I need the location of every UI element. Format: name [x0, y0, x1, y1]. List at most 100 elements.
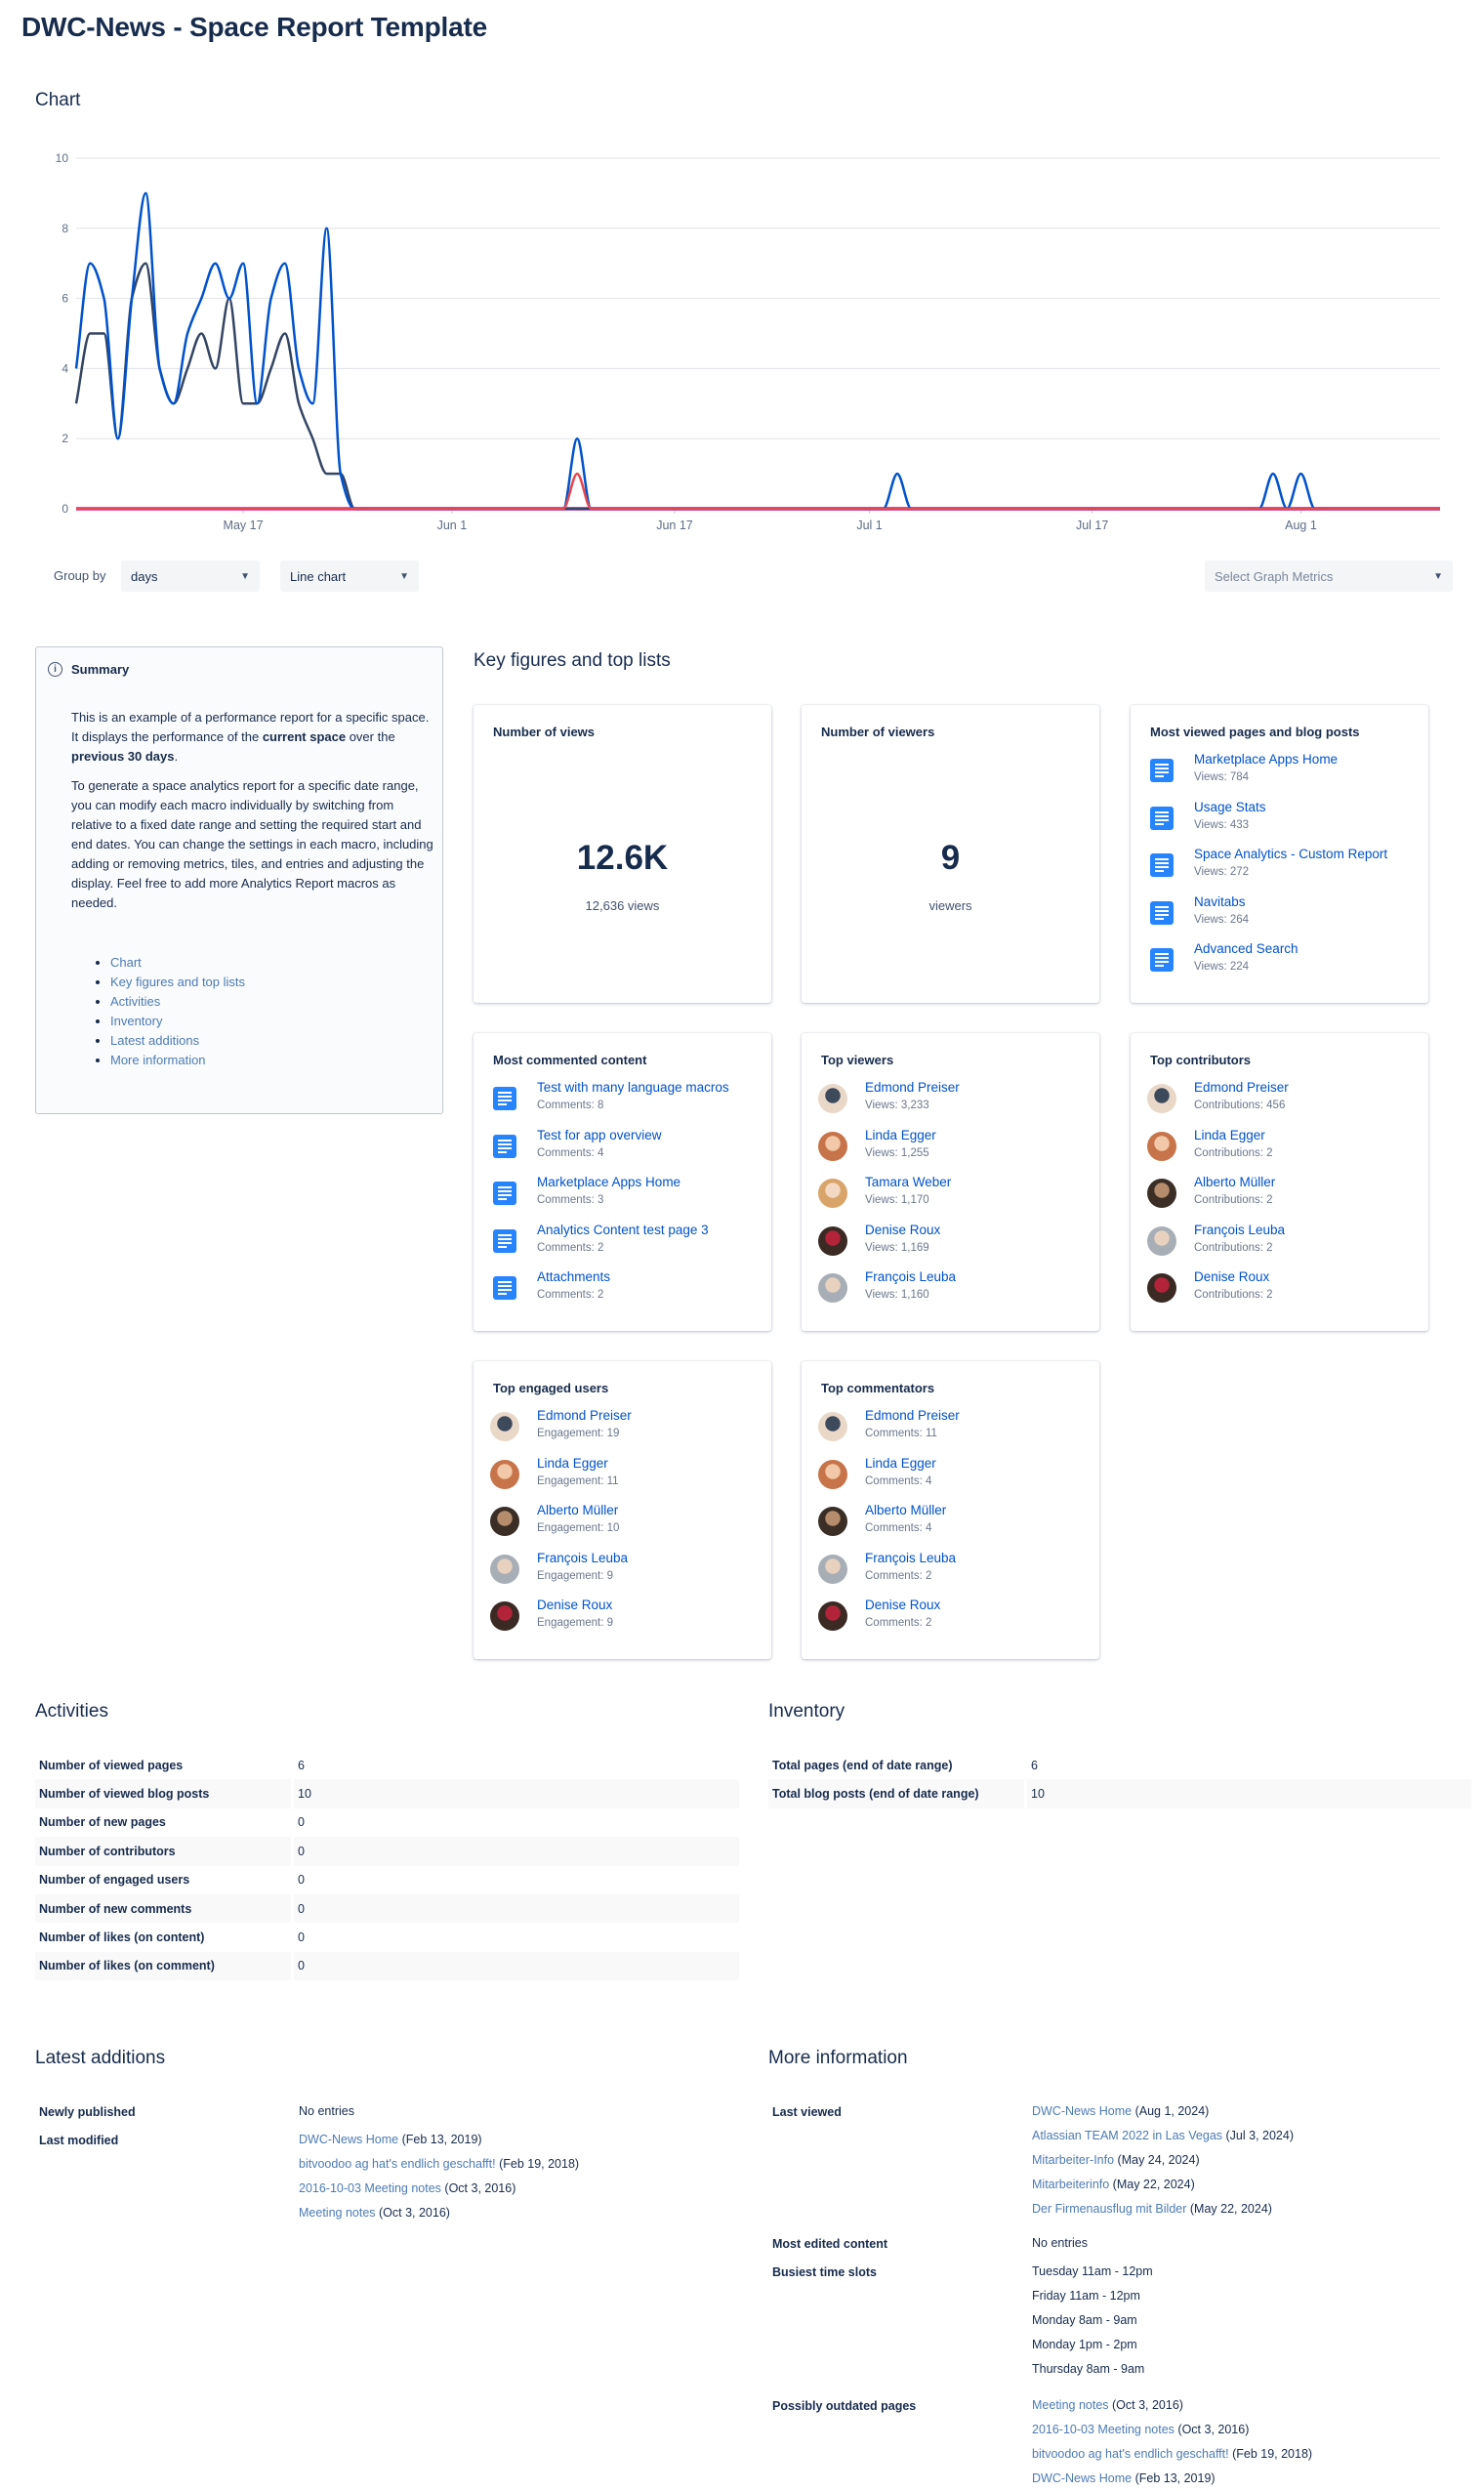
top-list-title: Most viewed pages and blog posts	[1150, 725, 1360, 739]
page-link[interactable]: Der Firmenausflug mit Bilder	[1032, 2202, 1187, 2216]
chart-type-select[interactable]: Line chart ▼	[280, 560, 419, 592]
graph-metrics-select[interactable]: Select Graph Metrics ▼	[1205, 560, 1453, 592]
avatar	[1147, 1273, 1176, 1303]
top-list-card: Most viewed pages and blog posts Marketpl…	[1131, 705, 1428, 1003]
item-metric: Views: 1,169	[865, 1241, 929, 1254]
item-metric: Comments: 8	[537, 1100, 604, 1111]
table-row: Number of viewed blog posts 10	[35, 1779, 739, 1808]
row-value: 0	[294, 1893, 739, 1924]
table-row: Total pages (end of date range) 6	[768, 1751, 1471, 1779]
page-icon	[493, 1087, 516, 1110]
top-list-title: Top commentators	[821, 1381, 935, 1395]
item-link[interactable]: Attachments	[537, 1269, 611, 1284]
toc-link-more-information[interactable]: More information	[110, 1053, 206, 1067]
item-link[interactable]: Marketplace Apps Home	[537, 1175, 681, 1189]
page-date: (May 22, 2024)	[1186, 2202, 1272, 2216]
last-modified-entry: Meeting notes (Oct 3, 2016)	[299, 2201, 450, 2225]
item-link[interactable]: Test for app overview	[537, 1127, 662, 1142]
page-link[interactable]: 2016-10-03 Meeting notes	[299, 2181, 441, 2195]
page-icon	[493, 1276, 516, 1300]
item-link[interactable]: Alberto Müller	[865, 1503, 947, 1517]
toc-link-activities[interactable]: Activities	[110, 994, 161, 1009]
newly-published-value: No entries	[299, 2104, 354, 2118]
row-label: Number of viewed blog posts	[35, 1779, 291, 1808]
toc-link-chart[interactable]: Chart	[110, 955, 142, 970]
group-by-select[interactable]: days ▼	[121, 560, 260, 592]
last-viewed-entry: Mitarbeiterinfo (May 22, 2024)	[1032, 2173, 1195, 2197]
group-by-label: Group by	[54, 568, 106, 583]
row-label: Number of viewed pages	[39, 1758, 184, 1772]
row-label: Number of likes (on comment)	[35, 1951, 291, 1981]
toc-link-inventory[interactable]: Inventory	[110, 1014, 163, 1028]
item-link[interactable]: Linda Egger	[1194, 1127, 1265, 1142]
page-link[interactable]: bitvoodoo ag hat's endlich geschafft!	[299, 2157, 496, 2171]
item-metric: Views: 784	[1194, 771, 1250, 783]
toc-link-latest-additions[interactable]: Latest additions	[110, 1033, 200, 1048]
item-link[interactable]: Alberto Müller	[537, 1503, 619, 1517]
page-link[interactable]: DWC-News Home	[1032, 2104, 1133, 2118]
page-link[interactable]: 2016-10-03 Meeting notes	[1032, 2423, 1175, 2436]
item-link[interactable]: Usage Stats	[1194, 799, 1266, 814]
item-metric: Comments: 2	[865, 1617, 932, 1629]
views-subtext: 12,636 views	[585, 898, 660, 913]
summary-paragraph-1: This is an example of a performance repo…	[71, 708, 437, 767]
item-link[interactable]: Marketplace Apps Home	[1194, 752, 1339, 767]
item-metric: Contributions: 2	[1194, 1194, 1273, 1206]
avatar	[818, 1225, 847, 1256]
item-link[interactable]: François Leuba	[1194, 1222, 1286, 1237]
last-viewed-entry: DWC-News Home (Aug 1, 2024)	[1032, 2099, 1209, 2124]
page-link[interactable]: Atlassian TEAM 2022 in Las Vegas	[1032, 2129, 1223, 2142]
item-link[interactable]: Linda Egger	[537, 1455, 608, 1471]
item-metric: Comments: 11	[865, 1428, 937, 1439]
item-metric: Contributions: 2	[1194, 1289, 1273, 1301]
page-title: DWC-News - Space Report Template	[21, 12, 487, 42]
page-link[interactable]: Meeting notes	[299, 2206, 376, 2220]
page-link[interactable]: bitvoodoo ag hat's endlich geschafft!	[1032, 2447, 1229, 2461]
row-label: Number of new pages	[39, 1815, 166, 1830]
item-link[interactable]: Tamara Weber	[865, 1175, 952, 1189]
page-link[interactable]: Mitarbeiterinfo	[1032, 2178, 1110, 2191]
toc-link-key-figures[interactable]: Key figures and top lists	[110, 975, 246, 989]
page-link[interactable]: DWC-News Home	[1032, 2471, 1133, 2485]
item-link[interactable]: Alberto Müller	[1194, 1175, 1276, 1189]
item-link[interactable]: Linda Egger	[865, 1455, 936, 1471]
item-link[interactable]: Navitabs	[1194, 893, 1246, 909]
item-link[interactable]: Edmond Preiser	[1194, 1080, 1289, 1095]
x-tick-label: Jul 1	[856, 519, 882, 532]
table-row: Number of likes (on comment) 0	[35, 1951, 739, 1981]
series-line-0	[74, 191, 1440, 511]
outdated-page-entry: bitvoodoo ag hat's endlich geschafft! (F…	[1032, 2442, 1312, 2467]
item-link[interactable]: Linda Egger	[865, 1127, 936, 1142]
row-label: Number of new comments	[35, 1893, 291, 1924]
item-metric: Engagement: 19	[537, 1428, 620, 1439]
page-link[interactable]: DWC-News Home	[299, 2133, 399, 2146]
item-metric: Views: 3,233	[865, 1100, 929, 1111]
avatar	[1147, 1084, 1176, 1113]
item-link[interactable]: Test with many language macros	[537, 1080, 729, 1095]
busiest-time-slots-label: Busiest time slots	[772, 2265, 877, 2279]
item-link[interactable]: François Leuba	[865, 1269, 957, 1284]
item-link[interactable]: François Leuba	[537, 1550, 629, 1565]
most-edited-value: No entries	[1032, 2236, 1088, 2250]
last-viewed-label: Last viewed	[772, 2105, 842, 2119]
item-link[interactable]: Edmond Preiser	[865, 1080, 960, 1095]
page-link[interactable]: Meeting notes	[1032, 2398, 1109, 2412]
table-row: Number of new comments 0	[35, 1893, 739, 1924]
page-link[interactable]: Mitarbeiter-Info	[1032, 2153, 1115, 2167]
item-link[interactable]: Denise Roux	[537, 1598, 613, 1612]
row-value: 6	[1031, 1758, 1038, 1772]
item-link[interactable]: Denise Roux	[865, 1222, 941, 1237]
item-link[interactable]: Edmond Preiser	[537, 1408, 632, 1423]
summary-toc: Chart Key figures and top lists Activiti…	[110, 953, 245, 1070]
item-link[interactable]: Advanced Search	[1194, 941, 1298, 956]
item-link[interactable]: Edmond Preiser	[865, 1408, 960, 1423]
item-link[interactable]: Analytics Content test page 3	[537, 1222, 709, 1237]
avatar	[1147, 1225, 1176, 1256]
item-link[interactable]: François Leuba	[865, 1550, 957, 1565]
avatar	[490, 1412, 519, 1441]
item-link[interactable]: Denise Roux	[865, 1598, 941, 1612]
x-tick-label: Jun 1	[437, 519, 468, 532]
item-link[interactable]: Space Analytics - Custom Report	[1194, 847, 1388, 861]
item-metric: Views: 1,160	[865, 1289, 929, 1301]
item-link[interactable]: Denise Roux	[1194, 1269, 1270, 1284]
